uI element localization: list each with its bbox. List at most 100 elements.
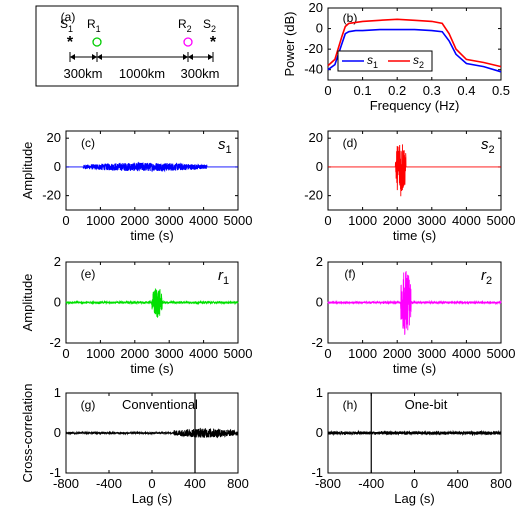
x-tick-label: -800 [315, 476, 341, 491]
panel-title: One-bit [405, 397, 448, 412]
y-tick-label: 0 [54, 425, 61, 440]
x-axis-label: time (s) [130, 228, 173, 243]
panel-label: (d) [343, 136, 358, 150]
x-tick-label: 0 [324, 83, 331, 98]
x-tick-label: -400 [358, 476, 384, 491]
trace-label: r2 [481, 267, 492, 287]
y-tick-label: 0 [54, 295, 61, 310]
x-axis-label: Lag (s) [394, 491, 434, 506]
x-tick-label: 0 [148, 476, 155, 491]
trace-label: r1 [218, 267, 229, 287]
y-tick-label: 1 [316, 385, 323, 400]
x-axis-label: time (s) [130, 361, 173, 376]
series-line [327, 18, 502, 68]
x-axis-label: Frequency (Hz) [370, 98, 460, 113]
panel-a: (a)S1*R1 R2 S2*300km 1000km 300km [35, 5, 239, 87]
y-tick-label: 0 [54, 159, 61, 174]
station-marker: * [210, 34, 217, 51]
x-tick-label: 0 [411, 476, 418, 491]
y-tick-label: 1 [54, 385, 61, 400]
y-tick-label: 2 [54, 254, 61, 269]
series-line [327, 28, 502, 73]
y-tick-label: -40 [304, 62, 323, 77]
x-tick-label: 800 [227, 476, 249, 491]
axes-frame [327, 130, 502, 211]
x-tick-label: 0.2 [388, 83, 406, 98]
x-tick-label: 1000 [348, 213, 377, 228]
trace-label: s2 [481, 136, 495, 156]
station-label: R1 [87, 17, 101, 34]
x-tick-label: 4000 [452, 213, 481, 228]
station-label: S2 [203, 17, 216, 34]
waveform-line [328, 144, 501, 197]
x-tick-label: 800 [490, 476, 512, 491]
y-tick-label: 2 [316, 254, 323, 269]
arrow-head [188, 54, 193, 60]
x-tick-label: 1000 [86, 213, 115, 228]
x-tick-label: -800 [53, 476, 79, 491]
x-tick-label: 5000 [224, 213, 253, 228]
x-tick-label: 400 [447, 476, 469, 491]
station-marker [183, 37, 193, 47]
arrow-head [208, 54, 213, 60]
diagram-frame [35, 5, 239, 87]
panel-label: (e) [81, 267, 96, 281]
y-tick-label: 0 [316, 159, 323, 174]
axes-frame [327, 7, 502, 81]
panel-label: (a) [61, 10, 76, 24]
station-label: S1 [60, 17, 73, 34]
y-tick-label: -20 [42, 188, 61, 203]
waveform-line [327, 429, 502, 437]
arrow-head [97, 54, 102, 60]
x-axis-label: time (s) [393, 361, 436, 376]
panel-label: (b) [343, 11, 358, 25]
legend-label: s2 [413, 53, 424, 70]
y-tick-label: 20 [47, 130, 61, 145]
x-tick-label: 3000 [417, 213, 446, 228]
waveform-line [66, 161, 238, 173]
legend-label: s1 [367, 53, 378, 70]
y-tick-label: 0 [316, 295, 323, 310]
x-tick-label: 0.4 [457, 83, 475, 98]
x-tick-label: 5000 [224, 346, 253, 361]
y-tick-label: -20 [304, 41, 323, 56]
waveform-line [327, 271, 502, 335]
x-axis-label: time (s) [393, 228, 436, 243]
x-tick-label: 1000 [86, 346, 115, 361]
y-tick-label: -2 [311, 335, 323, 350]
y-tick-label: 0 [316, 21, 323, 36]
panel-label: (c) [81, 136, 95, 150]
waveform-line [65, 288, 239, 319]
distance-label: 300km [63, 66, 102, 81]
x-tick-label: 3000 [417, 346, 446, 361]
x-tick-label: 3000 [155, 213, 184, 228]
station-marker [92, 37, 102, 47]
panel-h: -800 -400 0 400 800 1 0 -1 Lag (s) (h) One-bit [311, 385, 511, 506]
x-tick-label: 0 [324, 213, 331, 228]
y-tick-label: 20 [309, 130, 323, 145]
x-tick-label: 2000 [120, 346, 149, 361]
panel-label: (h) [343, 398, 358, 412]
panel-title: Conventional [122, 397, 198, 412]
station-marker: * [67, 34, 74, 51]
x-tick-label: -400 [96, 476, 122, 491]
x-tick-label: 0.3 [423, 83, 441, 98]
x-tick-label: 4000 [189, 346, 218, 361]
axes-frame [65, 130, 239, 211]
y-tick-label: 0 [316, 425, 323, 440]
y-tick-label: -1 [311, 465, 323, 480]
waveform-line [65, 427, 239, 439]
panel-b: 0 0.1 0.2 0.3 0.4 0.5 20 0 -20 -40 Frequency (Hz) P… [282, 0, 510, 113]
x-tick-label: 1000 [348, 346, 377, 361]
legend-box [337, 50, 433, 72]
panel-g: -800 -400 0 400 800 1 0 -1 Lag (s) Cross-correlat… [20, 384, 249, 506]
y-axis-label: Amplitude [20, 142, 35, 200]
x-tick-label: 2000 [383, 346, 412, 361]
x-tick-label: 5000 [487, 213, 516, 228]
x-tick-label: 5000 [487, 346, 516, 361]
